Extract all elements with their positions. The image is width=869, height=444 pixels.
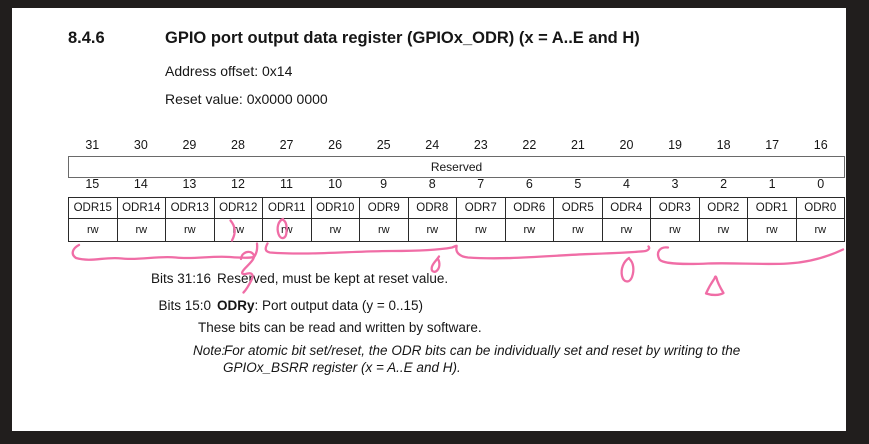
access-type-cell: rw — [408, 217, 457, 242]
access-type-cell: rw — [263, 217, 312, 242]
note-line2: GPIOx_BSRR register (x = A..E and H). — [223, 360, 461, 375]
bit-number: 6 — [525, 177, 533, 191]
bit-number: 4 — [622, 177, 630, 191]
field-name-cell: ODR2 — [699, 197, 748, 219]
bit-number: 28 — [231, 138, 245, 152]
field-name-cell: ODR14 — [117, 197, 166, 219]
field-name-cell: ODR1 — [748, 197, 797, 219]
field-name-cell: ODR6 — [505, 197, 554, 219]
bit-number: 3 — [671, 177, 679, 191]
access-type-cell: rw — [457, 217, 506, 242]
access-type-cell: rw — [117, 217, 166, 242]
access-type-row: rw rw rw rw rw rw rw rw rw rw rw rw rw rw rw rw — [68, 217, 845, 242]
bit-number: 2 — [720, 177, 728, 191]
access-type-cell: rw — [796, 217, 845, 242]
bit-numbers-31-16: 31 30 29 28 27 26 25 24 23 22 21 20 19 18 17 16 — [68, 138, 845, 154]
field-name-cell: ODR4 — [602, 197, 651, 219]
bit-number: 24 — [425, 138, 440, 152]
pdf-page — [12, 8, 846, 431]
field-name-cell: ODR0 — [796, 197, 845, 219]
bit-number: 15 — [85, 177, 100, 191]
bit-number: 20 — [619, 138, 634, 152]
field-name-cell: ODR11 — [263, 197, 312, 219]
bit-number: 12 — [231, 177, 245, 191]
access-type-cell: rw — [651, 217, 700, 242]
bit-numbers-15-0: 15 14 13 12 11 10 9 8 7 6 5 4 3 2 1 0 — [68, 177, 845, 193]
note-label: Note: — [193, 343, 226, 358]
field-name-row: ODR15 ODR14 ODR13 ODR12 ODR11 ODR10 ODR9 ODR8 OD… — [68, 197, 845, 219]
bit-number: 11 — [280, 177, 294, 191]
access-type-cell: rw — [505, 217, 554, 242]
bit-number: 8 — [428, 177, 436, 191]
field-name-cell: ODR13 — [166, 197, 215, 219]
access-type-cell: rw — [166, 217, 215, 242]
field-name-cell: ODR3 — [651, 197, 700, 219]
section-number: 8.4.6 — [68, 29, 105, 47]
bit-number: 27 — [279, 138, 294, 152]
access-type-cell: rw — [699, 217, 748, 242]
note-line1: For atomic bit set/reset, the ODR bits c… — [224, 343, 741, 358]
bit-number: 18 — [716, 138, 731, 152]
access-type-cell: rw — [602, 217, 651, 242]
bit-number: 17 — [765, 138, 780, 152]
bits-15-0-label: Bits 15:0 — [158, 298, 211, 313]
field-name-cell: ODR10 — [311, 197, 360, 219]
field-name-cell: ODR5 — [554, 197, 603, 219]
address-offset-line: Address offset: 0x14 — [165, 63, 293, 79]
access-type-cell: rw — [360, 217, 409, 242]
bits-15-0-description: ODRy: Port output data (y = 0..15) — [217, 298, 423, 313]
bit-number: 13 — [182, 177, 197, 191]
access-type-cell: rw — [748, 217, 797, 242]
bit-number: 23 — [473, 138, 488, 152]
bit-number: 16 — [813, 138, 828, 152]
access-type-cell: rw — [214, 217, 263, 242]
field-name-cell: ODR9 — [360, 197, 409, 219]
bit-number: 19 — [668, 138, 682, 152]
bit-number: 5 — [574, 177, 582, 191]
bit-number: 0 — [817, 177, 825, 191]
bit-number: 10 — [328, 177, 343, 191]
access-type-cell: rw — [68, 217, 118, 242]
bit-number: 30 — [133, 138, 148, 152]
access-type-cell: rw — [554, 217, 603, 242]
bit-number: 31 — [85, 138, 100, 152]
field-name-cell: ODR7 — [457, 197, 506, 219]
reserved-field-box: Reserved — [68, 156, 845, 178]
field-name-odry: ODRy — [217, 298, 255, 313]
bits-31-16-label: Bits 31:16 — [150, 271, 211, 286]
bit-number: 1 — [768, 177, 776, 191]
bit-number: 7 — [477, 177, 485, 191]
bit-number: 25 — [376, 138, 391, 152]
page-title: GPIO port output data register (GPIOx_OD… — [165, 29, 640, 47]
field-description: : Port output data (y = 0..15) — [254, 298, 423, 313]
reset-value-line: Reset value: 0x0000 0000 — [165, 91, 328, 107]
bit-number: 22 — [522, 138, 537, 152]
bit-number: 14 — [133, 177, 148, 191]
access-type-cell: rw — [311, 217, 360, 242]
bit-number: 9 — [380, 177, 388, 191]
bit-number: 21 — [570, 138, 585, 152]
field-name-cell: ODR15 — [68, 197, 118, 219]
bit-number: 29 — [182, 138, 197, 152]
bits-31-16-description: Reserved, must be kept at reset value. — [217, 271, 449, 286]
field-name-cell: ODR8 — [408, 197, 457, 219]
field-name-cell: ODR12 — [214, 197, 263, 219]
bit-number: 26 — [328, 138, 343, 152]
bits-15-0-description-line2: These bits can be read and written by so… — [198, 320, 482, 335]
